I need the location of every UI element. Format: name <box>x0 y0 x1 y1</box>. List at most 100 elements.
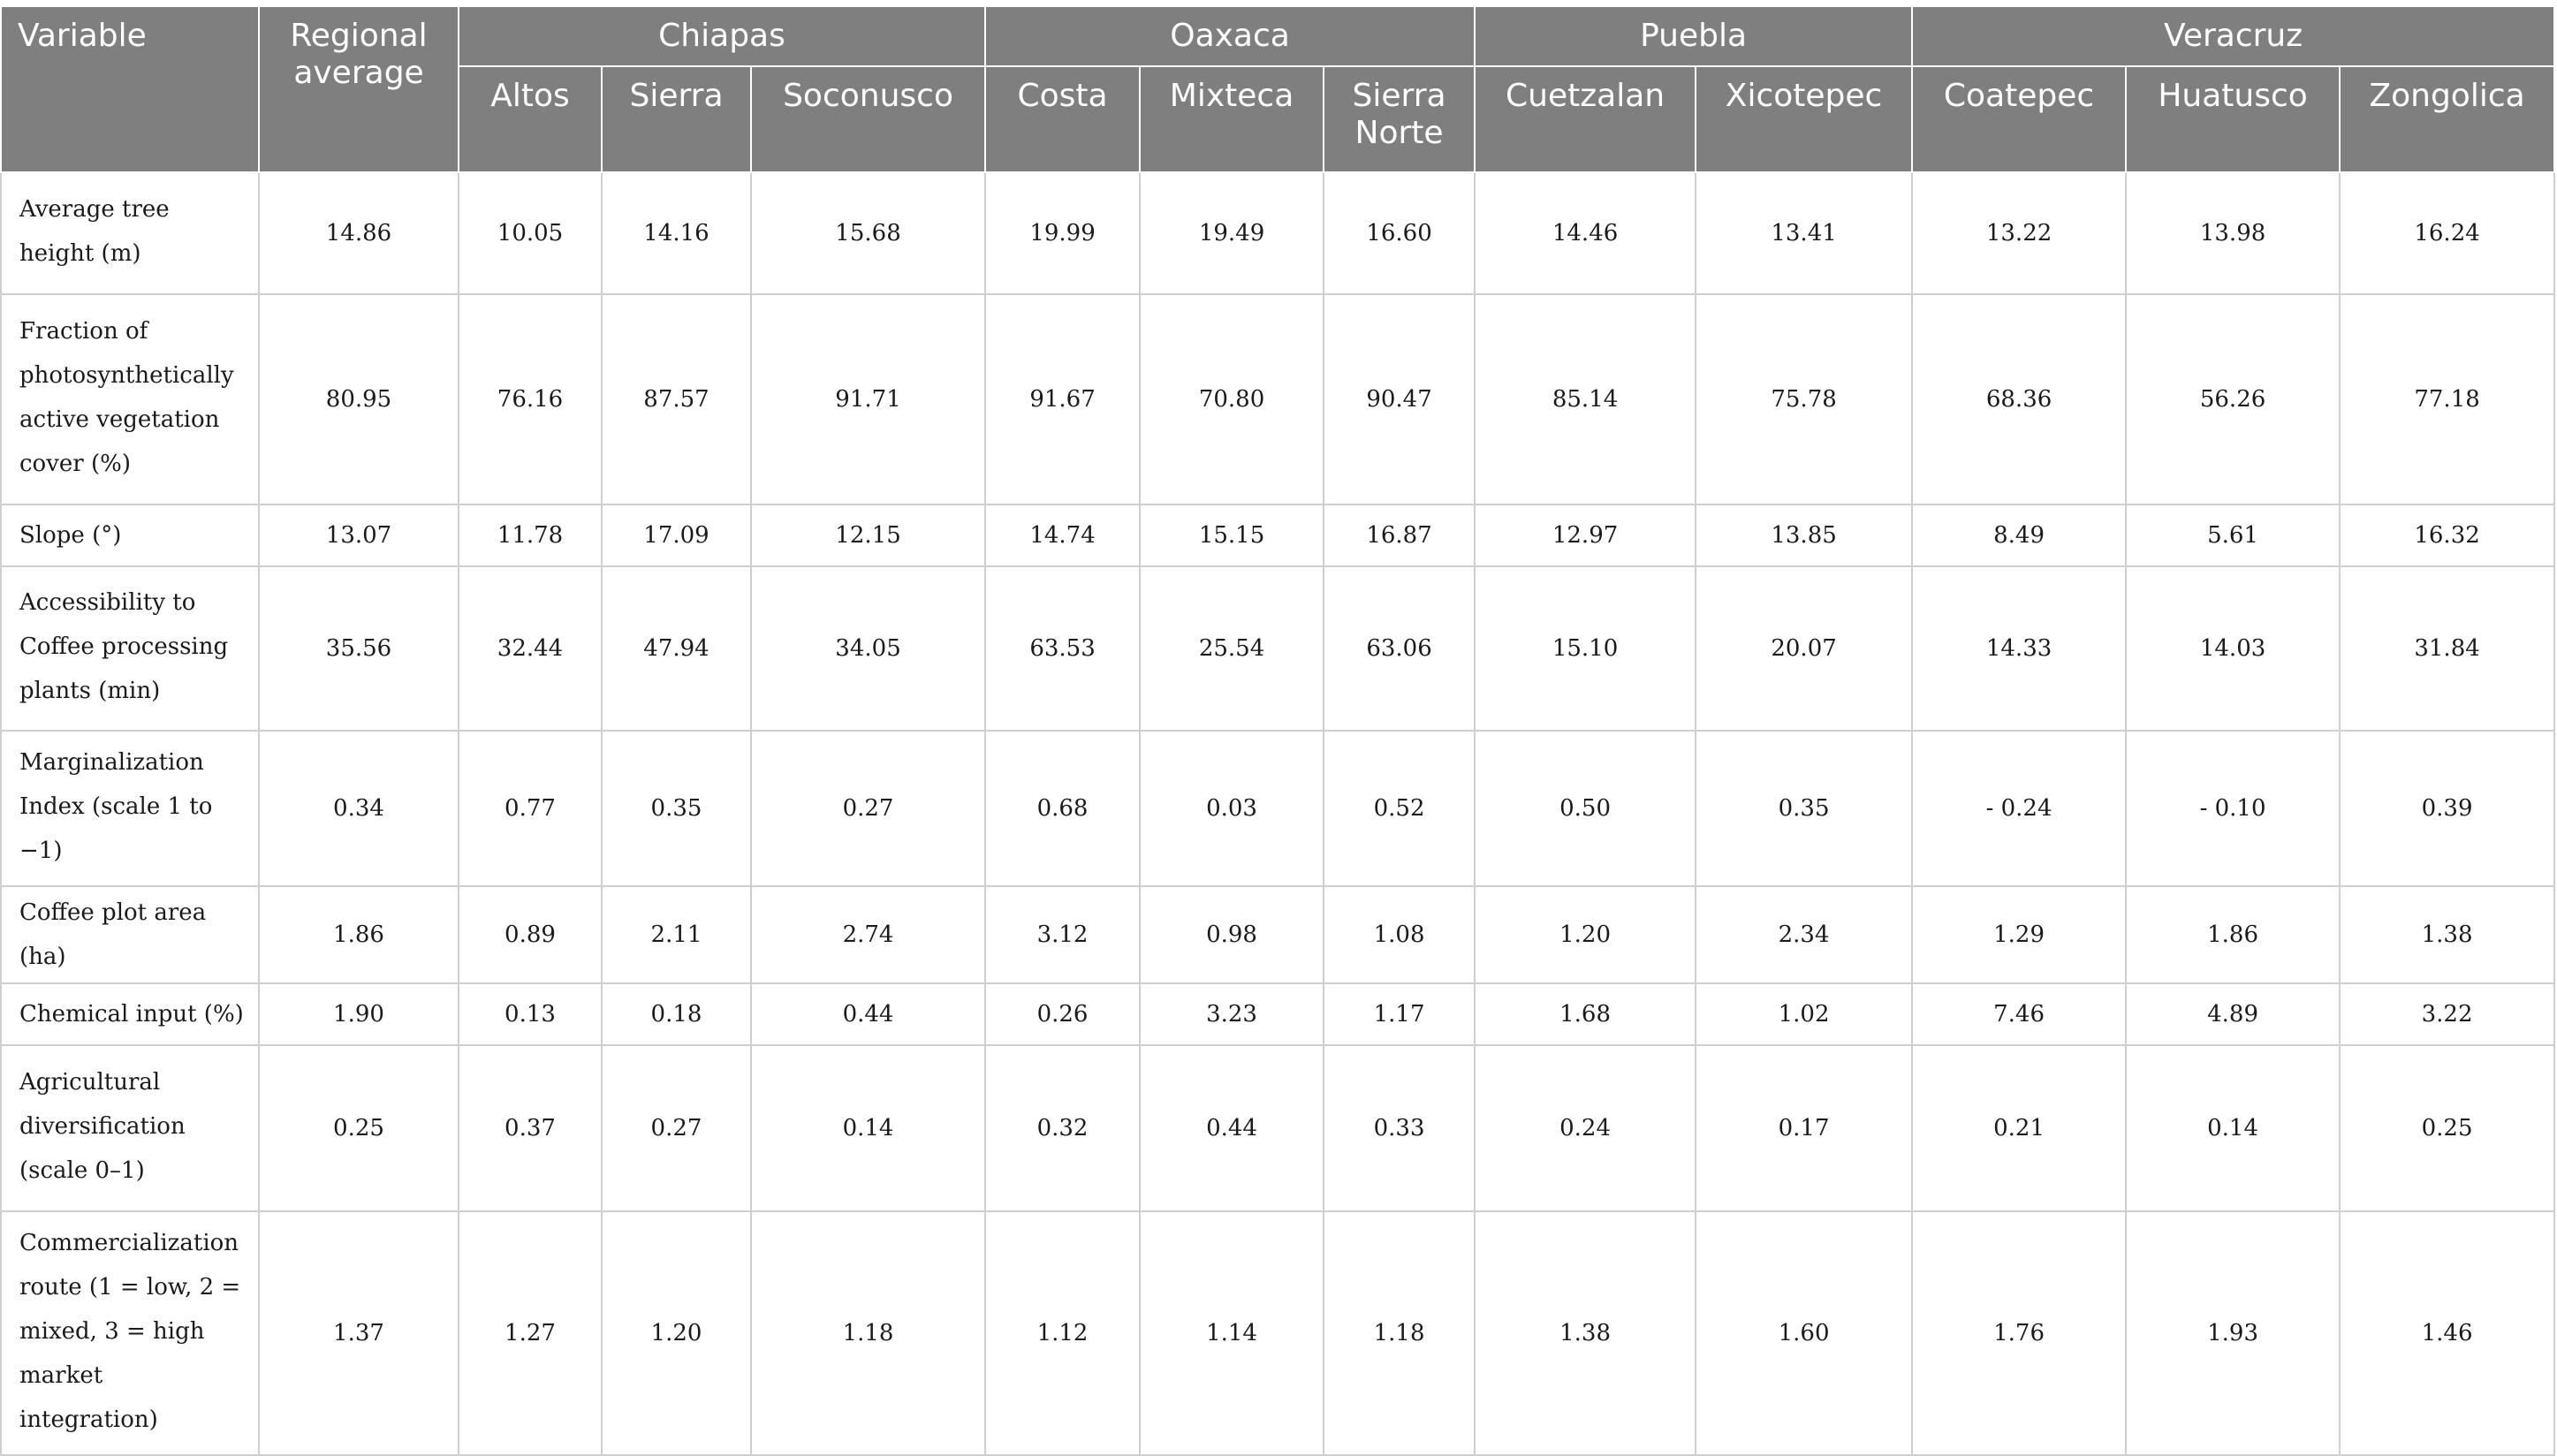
cell-value: 1.20 <box>1474 885 1697 984</box>
cell-value: 10.05 <box>458 171 603 295</box>
cell-value: 31.84 <box>2339 565 2556 732</box>
cell-value: 1.38 <box>2339 885 2556 984</box>
cell-regional-average: 0.25 <box>258 1044 459 1212</box>
cell-value: 90.47 <box>1323 293 1476 505</box>
cell-value: 1.17 <box>1323 982 1476 1046</box>
table-row: Chemical input (%) 1.90 0.13 0.18 0.44 0.26 3.… <box>0 982 2556 1046</box>
table-row: Accessibility to Coffee processing plant… <box>0 565 2556 732</box>
cell-value: 20.07 <box>1695 565 1914 732</box>
cell-value: 1.14 <box>1139 1210 1325 1456</box>
cell-value: 16.60 <box>1323 171 1476 295</box>
cell-value: 91.67 <box>984 293 1142 505</box>
header-subregion: Cuetzalan <box>1474 65 1697 173</box>
table-row: Commercialization route (1 = low, 2 = mi… <box>0 1210 2556 1456</box>
header-subregion: Altos <box>458 65 603 173</box>
cell-regional-average: 1.37 <box>258 1210 459 1456</box>
cell-value: 1.27 <box>458 1210 603 1456</box>
cell-regional-average: 14.86 <box>258 171 459 295</box>
cell-value: 0.98 <box>1139 885 1325 984</box>
header-subregion: Zongolica <box>2339 65 2556 173</box>
table-row: Slope (°) 13.07 11.78 17.09 12.15 14.74 15.15 1… <box>0 504 2556 567</box>
cell-value: 0.50 <box>1474 730 1697 887</box>
row-variable-label: Marginalization Index (scale 1 to −1) <box>0 730 260 887</box>
cell-value: 0.35 <box>1695 730 1914 887</box>
cell-value: 0.44 <box>1139 1044 1325 1212</box>
cell-value: 76.16 <box>458 293 603 505</box>
cell-value: 8.49 <box>1911 504 2128 567</box>
table-row: Agricultural diversification (scale 0–1)… <box>0 1044 2556 1212</box>
cell-value: 68.36 <box>1911 293 2128 505</box>
cell-value: 15.68 <box>749 171 987 295</box>
cell-value: 3.23 <box>1139 982 1325 1046</box>
row-variable-label: Chemical input (%) <box>0 982 260 1046</box>
cell-value: 91.71 <box>749 293 987 505</box>
data-table-container: Variable Regional average Chiapas Oaxaca… <box>0 5 2556 1456</box>
cell-regional-average: 1.90 <box>258 982 459 1046</box>
cell-value: 14.74 <box>984 504 1142 567</box>
table-body: Average tree height (m) 14.86 10.05 14.16 15… <box>0 171 2556 1456</box>
row-variable-label: Coffee plot area (ha) <box>0 885 260 984</box>
row-variable-label: Commercialization route (1 = low, 2 = mi… <box>0 1210 260 1456</box>
cell-regional-average: 0.34 <box>258 730 459 887</box>
cell-value: 0.89 <box>458 885 603 984</box>
cell-value: 1.02 <box>1695 982 1914 1046</box>
cell-value: 14.16 <box>601 171 752 295</box>
cell-value: 13.85 <box>1695 504 1914 567</box>
cell-value: 12.15 <box>749 504 987 567</box>
header-state-chiapas: Chiapas <box>457 5 987 67</box>
header-regional-average: Regional average <box>258 5 459 173</box>
cell-value: 32.44 <box>458 565 603 732</box>
cell-value: 63.53 <box>984 565 1142 732</box>
cell-value: 56.26 <box>2125 293 2341 505</box>
cell-value: 1.76 <box>1911 1210 2128 1456</box>
cell-value: 0.33 <box>1323 1044 1476 1212</box>
row-variable-label: Agricultural diversification (scale 0–1) <box>0 1044 260 1212</box>
cell-value: 1.08 <box>1323 885 1476 984</box>
cell-value: 15.10 <box>1474 565 1697 732</box>
cell-regional-average: 1.86 <box>258 885 459 984</box>
cell-value: 1.18 <box>1323 1210 1476 1456</box>
row-variable-label: Fraction of photosynthetically active ve… <box>0 293 260 505</box>
cell-value: 1.38 <box>1474 1210 1697 1456</box>
cell-value: 1.68 <box>1474 982 1697 1046</box>
header-subregion: Xicotepec <box>1695 65 1914 173</box>
cell-value: - 0.10 <box>2125 730 2341 887</box>
table-row: Average tree height (m) 14.86 10.05 14.16 15… <box>0 171 2556 295</box>
cell-value: 1.60 <box>1695 1210 1914 1456</box>
cell-value: 13.98 <box>2125 171 2341 295</box>
cell-value: 75.78 <box>1695 293 1914 505</box>
cell-value: 0.27 <box>601 1044 752 1212</box>
cell-value: 0.17 <box>1695 1044 1914 1212</box>
cell-value: 1.20 <box>601 1210 752 1456</box>
cell-value: 1.86 <box>2125 885 2341 984</box>
row-variable-label: Slope (°) <box>0 504 260 567</box>
cell-value: 2.11 <box>601 885 752 984</box>
cell-value: 0.26 <box>984 982 1142 1046</box>
cell-value: 14.03 <box>2125 565 2341 732</box>
cell-value: 0.13 <box>458 982 603 1046</box>
cell-value: 0.21 <box>1911 1044 2128 1212</box>
cell-value: 63.06 <box>1323 565 1476 732</box>
cell-value: 13.22 <box>1911 171 2128 295</box>
cell-value: 7.46 <box>1911 982 2128 1046</box>
cell-regional-average: 13.07 <box>258 504 459 567</box>
cell-value: - 0.24 <box>1911 730 2128 887</box>
header-subregion: Costa <box>984 65 1142 173</box>
cell-value: 0.25 <box>2339 1044 2556 1212</box>
header-subregion: Sierra Norte <box>1323 65 1476 173</box>
table-row: Coffee plot area (ha) 1.86 0.89 2.11 2.74 3.1… <box>0 885 2556 984</box>
cell-value: 13.41 <box>1695 171 1914 295</box>
cell-value: 19.99 <box>984 171 1142 295</box>
cell-value: 0.37 <box>458 1044 603 1212</box>
cell-value: 15.15 <box>1139 504 1325 567</box>
cell-value: 0.32 <box>984 1044 1142 1212</box>
cell-value: 12.97 <box>1474 504 1697 567</box>
cell-value: 11.78 <box>458 504 603 567</box>
cell-value: 25.54 <box>1139 565 1325 732</box>
table-row: Fraction of photosynthetically active ve… <box>0 293 2556 505</box>
cell-value: 19.49 <box>1139 171 1325 295</box>
header-subregion: Mixteca <box>1139 65 1325 173</box>
cell-value: 77.18 <box>2339 293 2556 505</box>
cell-value: 1.46 <box>2339 1210 2556 1456</box>
cell-value: 0.68 <box>984 730 1142 887</box>
